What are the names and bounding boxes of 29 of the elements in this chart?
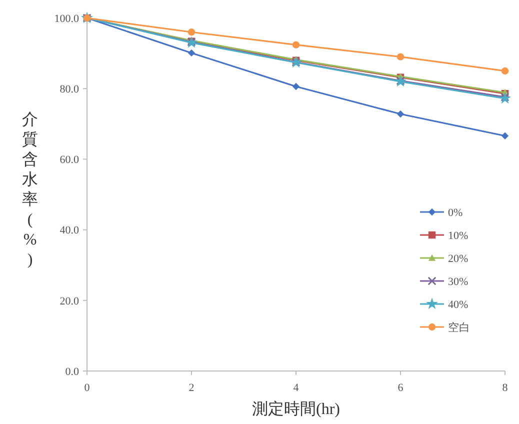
point [498, 92, 512, 104]
x-tick-label: 8 [502, 382, 508, 394]
legend-label: 0% [448, 206, 463, 219]
point [292, 82, 300, 90]
y-tick-label: 0.0 [65, 366, 80, 378]
legend-label: 40% [448, 298, 468, 311]
point [188, 28, 196, 36]
legend-label: 空白 [448, 320, 470, 334]
point [188, 49, 196, 57]
y-tick-label: 60.0 [60, 154, 80, 166]
legend-label: 10% [448, 230, 468, 242]
x-tick-label: 2 [188, 382, 194, 394]
legend-label: 20% [448, 252, 468, 265]
point [396, 110, 404, 118]
point [500, 92, 510, 102]
y-axis-title: 介質含水率(%) [22, 112, 38, 268]
y-tick-label: 100.0 [54, 12, 80, 25]
legend-label: 30% [448, 276, 468, 288]
x-tick-label: 0 [84, 382, 90, 394]
y-tick-label: 80.0 [60, 83, 80, 96]
x-tick-label: 6 [398, 382, 404, 394]
point [292, 41, 300, 48]
x-tick-label: 4 [293, 382, 300, 394]
point [501, 132, 509, 140]
y-tick-label: 20.0 [60, 295, 80, 308]
y-tick-label: 40.0 [60, 224, 80, 237]
point [501, 67, 509, 75]
point [396, 53, 404, 60]
x-axis-title: 測定時間(hr) [252, 400, 340, 418]
